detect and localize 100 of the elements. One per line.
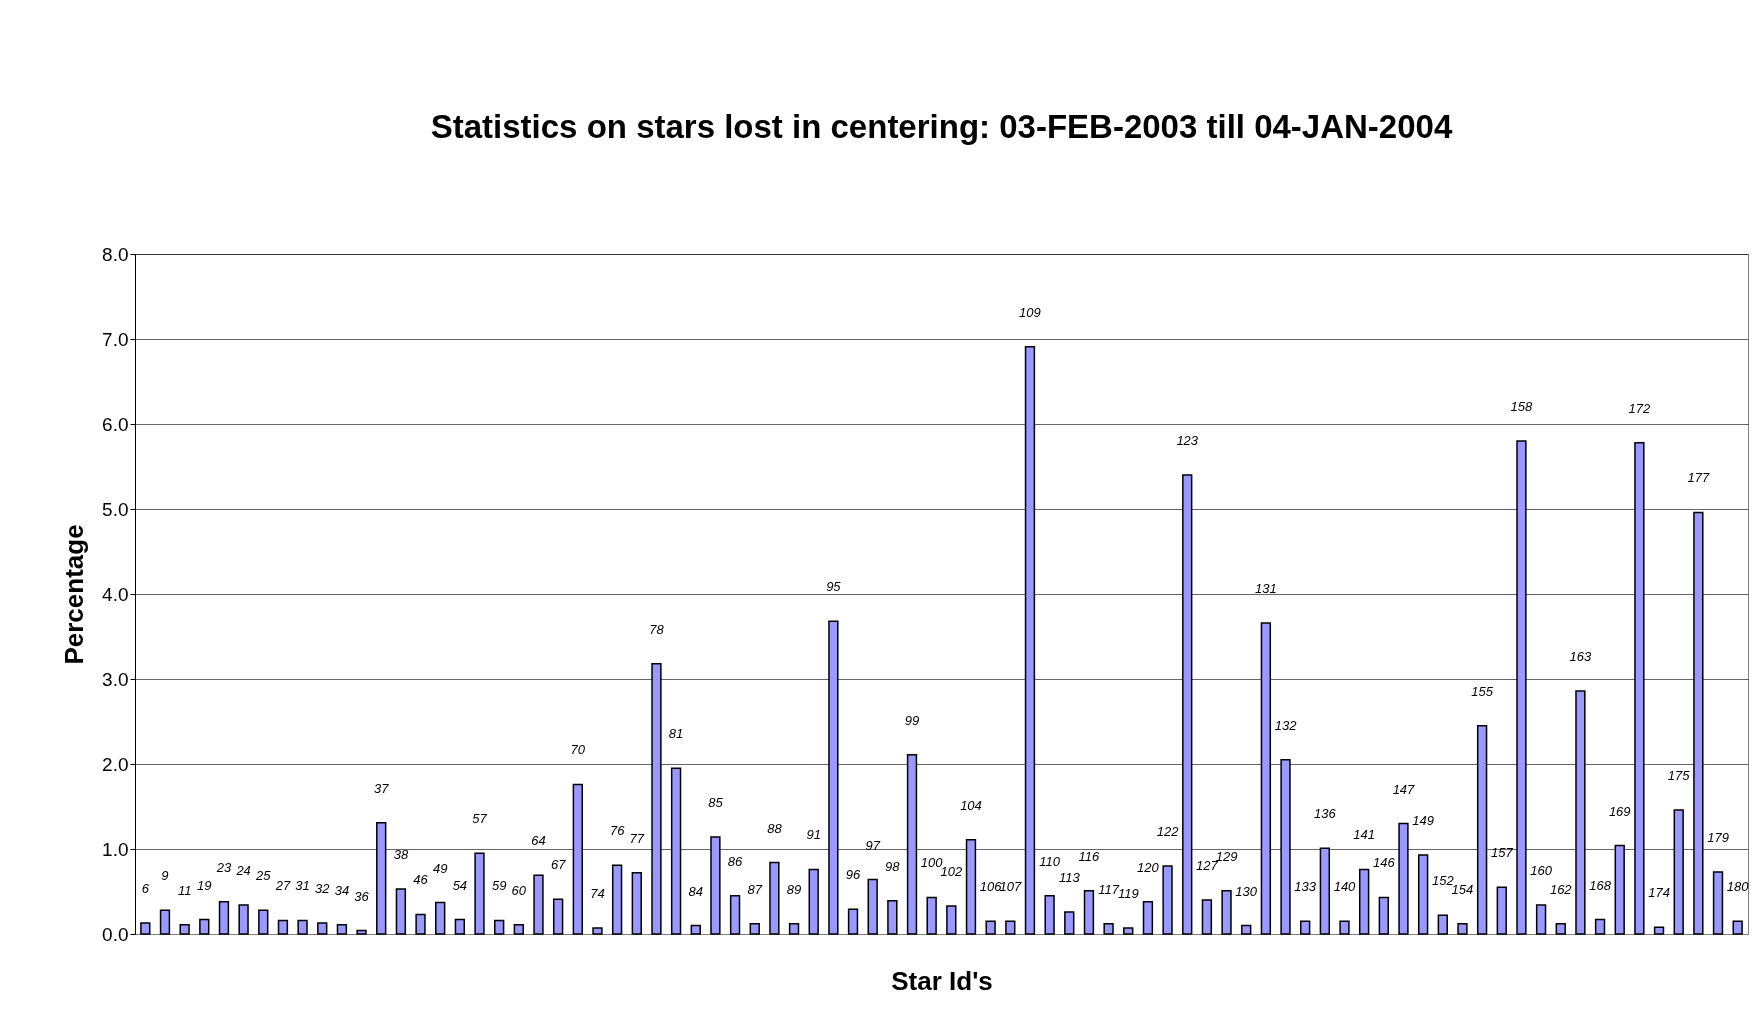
x-tick-label: 89 <box>786 881 802 897</box>
y-tick-label: 7.0 <box>102 328 129 350</box>
bar <box>1634 441 1645 935</box>
bar <box>729 895 741 935</box>
x-tick-label: 123 <box>1176 433 1199 448</box>
bar <box>317 922 328 935</box>
bar <box>808 868 819 935</box>
bar <box>179 923 190 935</box>
bar <box>336 923 348 935</box>
bar <box>946 905 957 935</box>
bar <box>356 929 367 935</box>
x-tick-label: 67 <box>550 857 567 873</box>
bar <box>611 864 623 935</box>
x-tick-label: 54 <box>452 877 468 893</box>
x-tick-label: 132 <box>1274 717 1298 733</box>
bar <box>159 909 171 935</box>
x-tick-label: 98 <box>885 858 901 874</box>
x-tick-label: 180 <box>1726 879 1750 895</box>
bar <box>552 898 564 935</box>
bar <box>513 923 525 935</box>
bar <box>1162 865 1173 935</box>
bar <box>140 922 151 935</box>
bar <box>1083 889 1095 935</box>
x-tick-label: 168 <box>1589 877 1612 893</box>
x-tick-label: 136 <box>1313 806 1337 822</box>
bar <box>1594 918 1606 935</box>
x-tick-label: 6 <box>141 880 150 896</box>
x-tick-label: 85 <box>708 795 724 811</box>
bar <box>670 767 682 935</box>
x-tick-label: 146 <box>1372 855 1396 871</box>
x-tick-label: 36 <box>354 888 370 904</box>
bar <box>1575 690 1586 935</box>
x-tick-label: 59 <box>491 878 507 894</box>
x-tick-label: 99 <box>904 712 920 728</box>
x-tick-label: 162 <box>1549 881 1573 897</box>
x-tick-label: 131 <box>1255 580 1277 596</box>
bar <box>297 919 308 935</box>
bar <box>985 920 996 935</box>
x-tick-label: 57 <box>472 811 488 827</box>
x-tick-label: 87 <box>747 881 763 897</box>
x-tick-label: 133 <box>1294 879 1317 895</box>
bar <box>454 918 466 935</box>
y-tick-label: 2.0 <box>102 753 129 775</box>
x-tick-label: 74 <box>590 886 605 902</box>
x-tick-label: 169 <box>1608 803 1631 819</box>
y-tick-label: 5.0 <box>102 498 129 520</box>
y-tick-label: 8.0 <box>102 243 129 265</box>
bar <box>847 908 859 935</box>
bar <box>1260 622 1272 935</box>
x-tick-label: 31 <box>295 878 310 894</box>
bar <box>395 888 407 935</box>
x-tick-label: 120 <box>1137 859 1160 875</box>
bar <box>199 918 210 935</box>
bar <box>1535 904 1547 935</box>
chart-title: Statistics on stars lost in centering: 03-FEB-2003 till 04-JAN-2004 <box>430 108 1453 145</box>
bar <box>1437 914 1448 935</box>
bar <box>1516 440 1527 935</box>
bar <box>769 861 780 935</box>
bar <box>1496 886 1507 935</box>
x-tick-label: 88 <box>767 820 783 836</box>
bar <box>1319 847 1331 935</box>
x-tick-label: 95 <box>826 579 842 595</box>
bar <box>828 620 839 935</box>
x-tick-label: 78 <box>649 621 665 637</box>
x-tick-label: 141 <box>1353 827 1376 843</box>
x-tick-label: 77 <box>629 830 645 846</box>
bar <box>1358 868 1370 935</box>
bar <box>749 923 760 935</box>
bar <box>1221 889 1232 935</box>
bar <box>887 900 898 935</box>
bar <box>1712 871 1724 935</box>
bar <box>435 901 446 935</box>
bar <box>1300 920 1311 935</box>
x-tick-label: 110 <box>1039 853 1061 869</box>
x-tick-label: 11 <box>177 882 192 898</box>
bar <box>965 838 977 935</box>
bar <box>1378 896 1389 935</box>
bar <box>1201 899 1213 935</box>
x-tick-label: 175 <box>1667 767 1691 783</box>
x-tick-label: 46 <box>413 872 429 888</box>
bar <box>258 909 269 935</box>
bar <box>474 852 485 935</box>
x-tick-label: 38 <box>393 846 409 862</box>
x-tick-label: 25 <box>255 868 272 884</box>
bar <box>1476 725 1488 935</box>
x-tick-label: 19 <box>197 877 212 893</box>
bar <box>1653 926 1665 935</box>
bar <box>690 924 701 935</box>
bar <box>1398 822 1409 935</box>
x-tick-label: 76 <box>609 823 626 839</box>
bar <box>1339 920 1350 935</box>
bar <box>1064 911 1075 935</box>
bar <box>651 662 662 935</box>
bar <box>238 904 249 935</box>
x-tick-label: 158 <box>1510 399 1534 414</box>
x-tick-label: 157 <box>1490 845 1514 861</box>
y-tick-label: 4.0 <box>102 583 129 605</box>
x-tick-label: 70 <box>570 742 586 758</box>
y-tick-label: 6.0 <box>102 413 129 435</box>
y-tick-label: 0.0 <box>102 923 129 945</box>
